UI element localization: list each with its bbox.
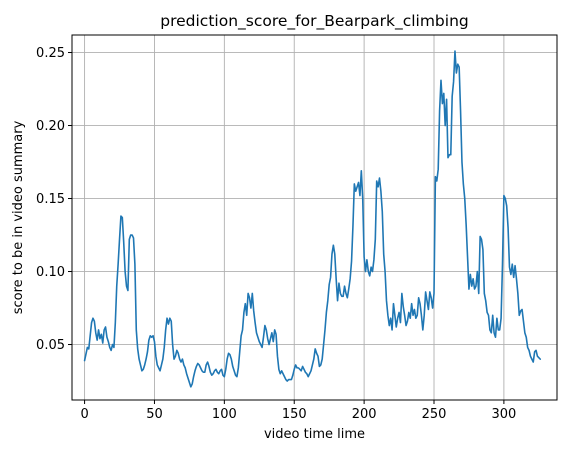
x-tick-label: 150 — [282, 407, 307, 422]
y-tick-label: 0.05 — [36, 338, 65, 353]
plot-area — [72, 35, 557, 400]
y-axis-label: score to be in video summary — [11, 120, 26, 314]
y-tick-label: 0.25 — [36, 46, 65, 61]
x-tick-label: 300 — [491, 407, 516, 422]
y-tick-label: 0.20 — [36, 119, 65, 134]
x-axis-label: video time lime — [264, 427, 365, 442]
y-tick-label: 0.10 — [36, 265, 65, 280]
x-tick-label: 200 — [352, 407, 377, 422]
y-tick-label: 0.15 — [36, 192, 65, 207]
x-tick-label: 0 — [80, 407, 88, 422]
x-tick-label: 100 — [212, 407, 237, 422]
x-tick-label: 50 — [146, 407, 163, 422]
chart-title: prediction_score_for_Bearpark_climbing — [160, 12, 469, 31]
x-tick-label: 250 — [422, 407, 447, 422]
